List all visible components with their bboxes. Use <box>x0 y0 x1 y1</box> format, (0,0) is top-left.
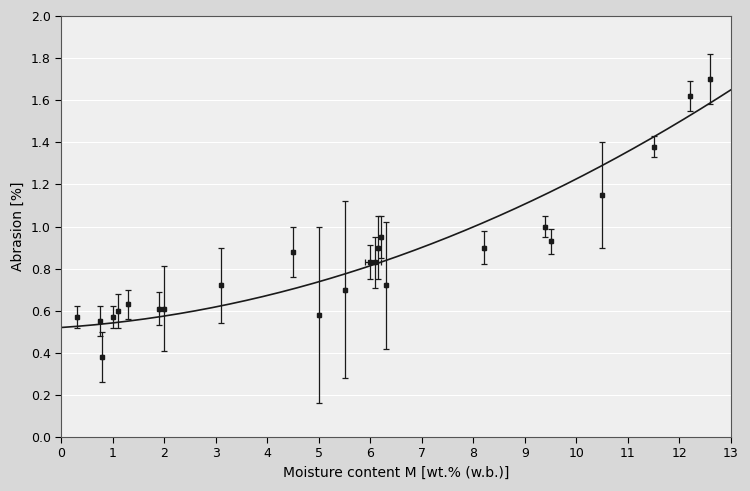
Y-axis label: Abrasion [%]: Abrasion [%] <box>11 182 25 271</box>
X-axis label: Moisture content M [wt.% (w.b.)]: Moisture content M [wt.% (w.b.)] <box>283 466 509 480</box>
